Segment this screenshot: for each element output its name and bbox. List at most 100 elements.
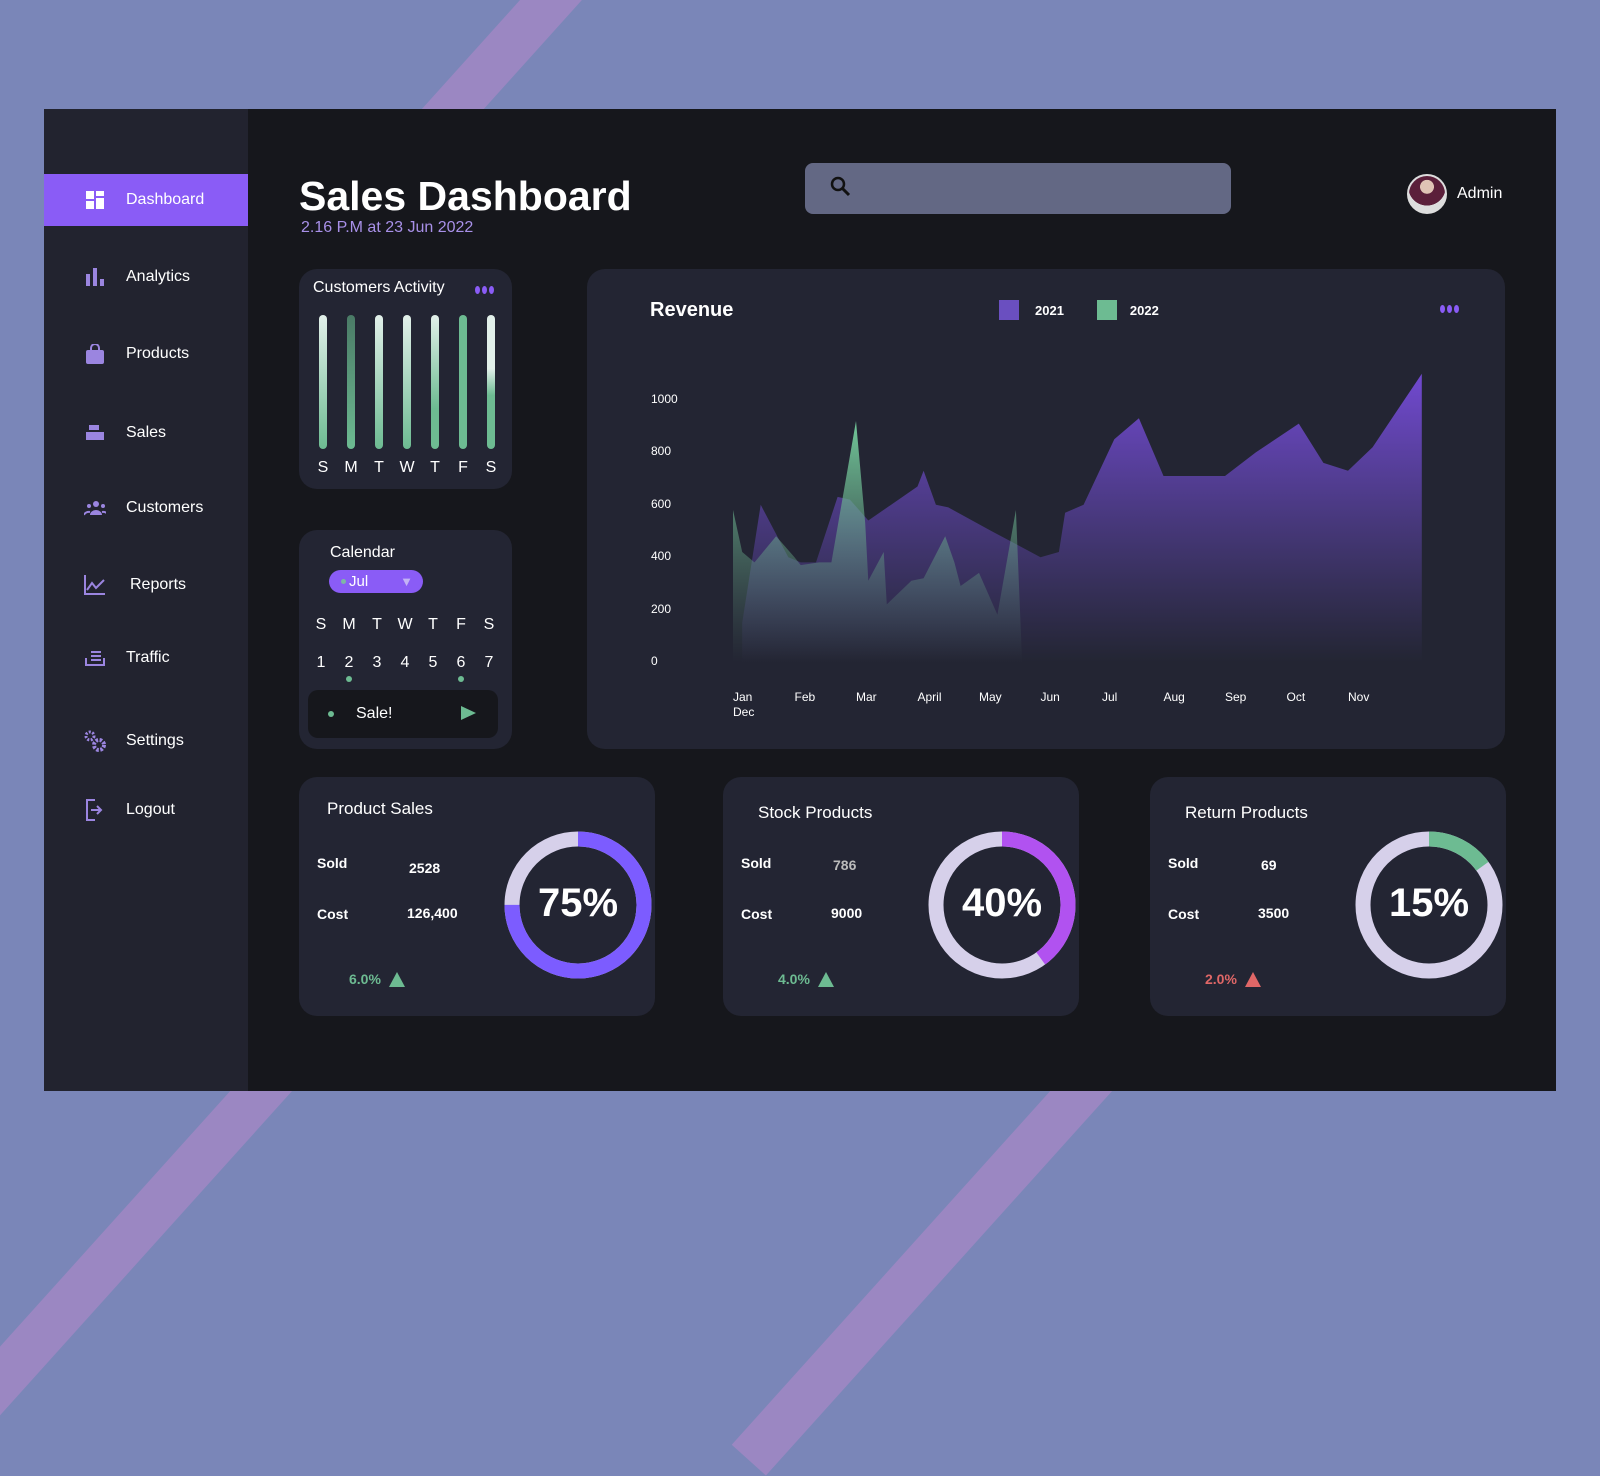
shopping-bag-icon	[84, 343, 106, 365]
calendar-weekday: W	[397, 616, 413, 633]
card-title: Calendar	[330, 544, 395, 561]
chart-legend: 2021 2022	[999, 300, 1159, 320]
y-tick-label: 1000	[651, 392, 678, 406]
sidebar-item-dashboard[interactable]: Dashboard	[44, 174, 248, 226]
calendar-weekday: S	[315, 616, 327, 633]
month-select[interactable]: Jul ▼	[329, 570, 423, 593]
legend-swatch-2022	[1096, 300, 1117, 320]
calendar-date[interactable]: 7	[484, 654, 494, 671]
users-icon	[84, 497, 106, 519]
register-icon	[84, 422, 106, 444]
calendar-date[interactable]: 6	[456, 654, 466, 671]
card-title: Stock Products	[758, 803, 873, 822]
sidebar-item-settings[interactable]: Settings	[44, 715, 248, 767]
gears-icon	[84, 730, 106, 752]
calendar-weekday: T	[372, 616, 382, 633]
calendar-weekday: T	[428, 616, 438, 633]
bar-chart-icon	[84, 266, 106, 288]
activity-day-label: T	[430, 459, 440, 476]
calendar-event[interactable]: Sale!	[308, 690, 498, 738]
x-tick-label: Dec	[733, 705, 755, 719]
activity-bar	[403, 315, 411, 449]
sidebar-item-label: Analytics	[126, 268, 191, 285]
progress-ring	[928, 831, 1076, 979]
cost-label: Cost	[317, 906, 349, 922]
page-timestamp: 2.16 P.M at 23 Jun 2022	[301, 219, 474, 236]
calendar-weekday: S	[483, 616, 495, 633]
sidebar-item-products[interactable]: Products	[44, 328, 248, 380]
sidebar-item-label: Traffic	[126, 649, 170, 666]
trend-indicator: 2.0%	[1205, 971, 1261, 987]
avatar	[1407, 174, 1447, 214]
cost-label: Cost	[1168, 906, 1200, 922]
sidebar-item-label: Settings	[126, 732, 184, 749]
x-tick-label: Mar	[856, 690, 877, 704]
user-menu[interactable]: Admin	[1407, 174, 1502, 214]
x-tick-label: April	[917, 690, 942, 704]
activity-bar	[375, 315, 383, 449]
activity-bar	[319, 315, 327, 449]
sidebar-item-label: Dashboard	[126, 191, 205, 208]
cost-value: 9000	[831, 905, 863, 921]
sold-label: Sold	[741, 855, 772, 871]
sidebar-item-reports[interactable]: Reports	[44, 559, 248, 611]
trend-arrow-icon	[1244, 971, 1261, 987]
calendar-weekday: M	[342, 616, 356, 633]
activity-bar	[431, 315, 439, 449]
sidebar-item-label: Reports	[130, 576, 187, 593]
search-input[interactable]	[805, 163, 1231, 214]
card-title: Customers Activity	[313, 279, 445, 296]
card-title: Product Sales	[327, 799, 433, 818]
progress-ring	[1355, 831, 1503, 979]
trend-value: 6.0%	[349, 971, 381, 987]
sidebar-item-analytics[interactable]: Analytics	[44, 251, 248, 303]
sidebar-item-traffic[interactable]: Traffic	[44, 632, 248, 684]
y-tick-label: 400	[651, 549, 672, 564]
activity-day-label: W	[399, 459, 415, 476]
more-options-icon[interactable]	[1440, 305, 1459, 313]
x-tick-label: Nov	[1348, 690, 1370, 704]
trend-arrow-icon	[817, 971, 834, 987]
user-name: Admin	[1457, 185, 1503, 202]
sidebar-item-logout[interactable]: Logout	[44, 784, 248, 836]
calendar-date[interactable]: 4	[400, 654, 410, 671]
legend-label: 2021	[1035, 302, 1064, 318]
x-tick-label: Oct	[1286, 690, 1306, 704]
chart-title: Revenue	[650, 299, 734, 321]
tray-icon	[84, 647, 106, 669]
progress-ring	[504, 831, 652, 979]
logout-icon	[84, 799, 106, 821]
dot-icon	[341, 579, 346, 584]
sold-label: Sold	[317, 855, 348, 871]
sidebar-item-customers[interactable]: Customers	[44, 482, 248, 534]
dashboard-window: Dashboard Analytics Products Sales Custo…	[44, 109, 1556, 1091]
month-value: Jul	[349, 573, 369, 590]
event-marker-icon	[458, 676, 464, 682]
percent-label: 75%	[537, 881, 619, 925]
play-icon[interactable]	[461, 706, 476, 720]
cost-label: Cost	[741, 906, 773, 922]
sold-value: 69	[1261, 857, 1277, 873]
x-tick-label: Jan	[733, 690, 753, 704]
ring-progress	[504, 831, 652, 979]
sidebar-item-label: Products	[126, 345, 190, 362]
activity-bar	[459, 315, 467, 449]
y-tick-label: 200	[651, 601, 672, 616]
card-title: Return Products	[1185, 803, 1308, 822]
page-title: Sales Dashboard	[299, 173, 632, 219]
sold-value: 2528	[409, 860, 441, 876]
sidebar-item-sales[interactable]: Sales	[44, 407, 248, 459]
series-area-2022	[733, 421, 1023, 662]
sidebar-item-label: Sales	[126, 424, 167, 441]
event-dot-icon	[328, 711, 334, 717]
y-tick-label: 800	[651, 444, 672, 459]
legend-label: 2022	[1129, 302, 1159, 318]
calendar-date[interactable]: 1	[316, 654, 326, 671]
calendar-date[interactable]: 2	[344, 654, 354, 671]
calendar-date[interactable]: 3	[372, 654, 382, 671]
cost-value: 3500	[1258, 905, 1290, 921]
activity-day-label: T	[374, 459, 384, 476]
more-options-icon[interactable]	[475, 286, 494, 294]
calendar-date[interactable]: 5	[428, 654, 438, 671]
